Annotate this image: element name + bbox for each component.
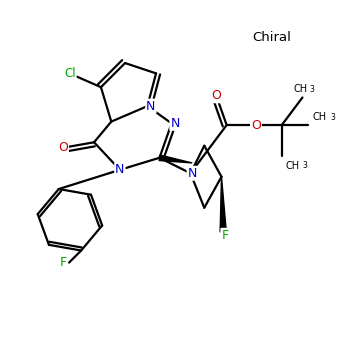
Text: N: N [115, 163, 125, 176]
Text: N: N [146, 100, 156, 113]
Polygon shape [220, 177, 226, 232]
Text: F: F [222, 229, 229, 242]
Text: O: O [211, 89, 221, 102]
Text: CH: CH [294, 84, 308, 94]
Text: 3: 3 [310, 85, 315, 94]
Text: 3: 3 [330, 113, 335, 122]
Text: 3: 3 [302, 161, 307, 170]
Polygon shape [159, 155, 192, 163]
Text: Cl: Cl [64, 67, 76, 80]
Text: Chiral: Chiral [252, 31, 291, 44]
Text: F: F [59, 256, 66, 269]
Text: N: N [188, 167, 197, 180]
Text: O: O [58, 141, 68, 154]
Text: CH: CH [313, 112, 327, 122]
Text: N: N [170, 117, 180, 130]
Text: CH: CH [285, 161, 299, 171]
Text: O: O [251, 119, 261, 132]
